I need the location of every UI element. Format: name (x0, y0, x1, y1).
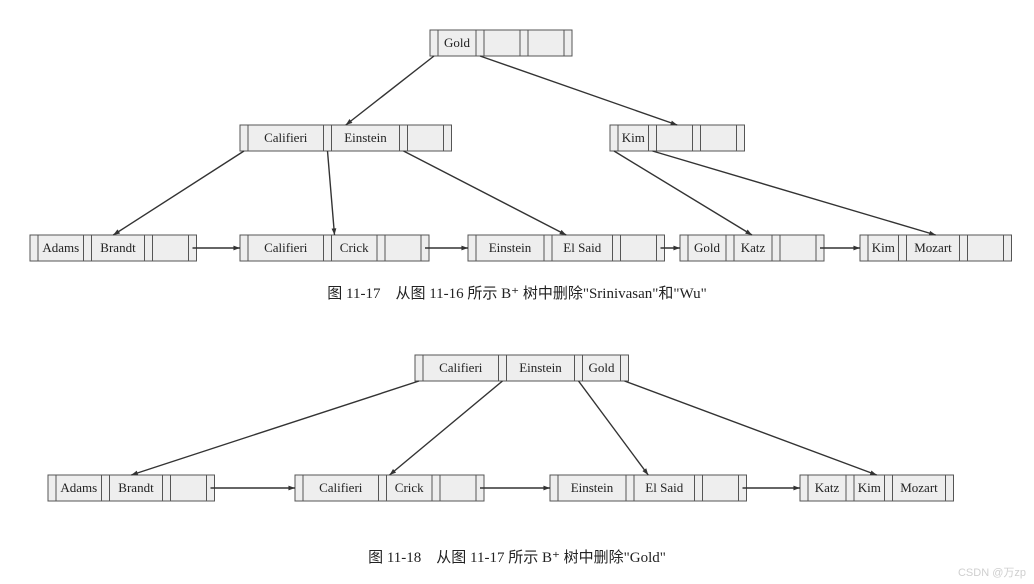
caption-1: 图 11-17 从图 11-16 所示 B⁺ 树中删除"Srinivasan"和… (0, 282, 1034, 303)
tree-node: Gold Katz (680, 235, 824, 261)
tree-node: Kim (610, 125, 745, 151)
watermark: CSDN @万zp (958, 564, 1026, 580)
tree-node: Einstein El Said (550, 475, 747, 501)
tree-node: Gold (430, 30, 572, 56)
node-key: Adams (60, 480, 97, 495)
node-key: Kim (872, 240, 895, 255)
tree-edge (131, 381, 419, 475)
node-key: Califieri (319, 480, 363, 495)
tree-node: Califieri Einstein (240, 125, 452, 151)
node-key: Gold (694, 240, 721, 255)
node-key: Brandt (118, 480, 154, 495)
tree-edge (404, 151, 567, 235)
node-key: Kim (622, 130, 645, 145)
node-key: Crick (340, 240, 369, 255)
node-key: Gold (589, 360, 616, 375)
node-key: El Said (645, 480, 683, 495)
node-key: Einstein (489, 240, 532, 255)
node-key: Califieri (264, 130, 308, 145)
node-key: Einstein (571, 480, 614, 495)
tree-node: Kim Mozart (860, 235, 1012, 261)
bplus-tree-diagram-1: Gold Califieri Einstein Kim Adams Brandt Calif… (0, 0, 1034, 275)
node-key: Katz (815, 480, 840, 495)
node-key: Califieri (439, 360, 483, 375)
bplus-tree-diagram-2: Califieri Einstein Gold Adams Brandt Califier… (0, 330, 1034, 540)
tree-node: Einstein El Said (468, 235, 665, 261)
node-key: Einstein (344, 130, 387, 145)
tree-edge (328, 151, 335, 235)
node-key: Mozart (914, 240, 952, 255)
tree-edge (653, 151, 936, 235)
tree-edge (625, 381, 877, 475)
tree-edge (614, 151, 752, 235)
node-key: Adams (42, 240, 79, 255)
tree-node: Adams Brandt (48, 475, 215, 501)
tree-edge (346, 56, 434, 125)
node-key: Einstein (519, 360, 562, 375)
tree-edge (113, 151, 244, 235)
tree-edge (579, 381, 649, 475)
tree-edge (480, 56, 677, 125)
node-key: Gold (444, 35, 471, 50)
tree-node: Califieri Einstein Gold (415, 355, 629, 381)
node-key: Califieri (264, 240, 308, 255)
node-key: Katz (741, 240, 766, 255)
tree-node: Califieri Crick (295, 475, 484, 501)
node-key: Brandt (100, 240, 136, 255)
tree-node: Califieri Crick (240, 235, 429, 261)
node-key: El Said (563, 240, 601, 255)
caption-2: 图 11-18 从图 11-17 所示 B⁺ 树中删除"Gold" (0, 546, 1034, 567)
tree-edge (390, 381, 503, 475)
node-key: Mozart (900, 480, 938, 495)
node-key: Kim (858, 480, 881, 495)
node-key: Crick (395, 480, 424, 495)
tree-node: Katz Kim Mozart (800, 475, 954, 501)
tree-node: Adams Brandt (30, 235, 197, 261)
